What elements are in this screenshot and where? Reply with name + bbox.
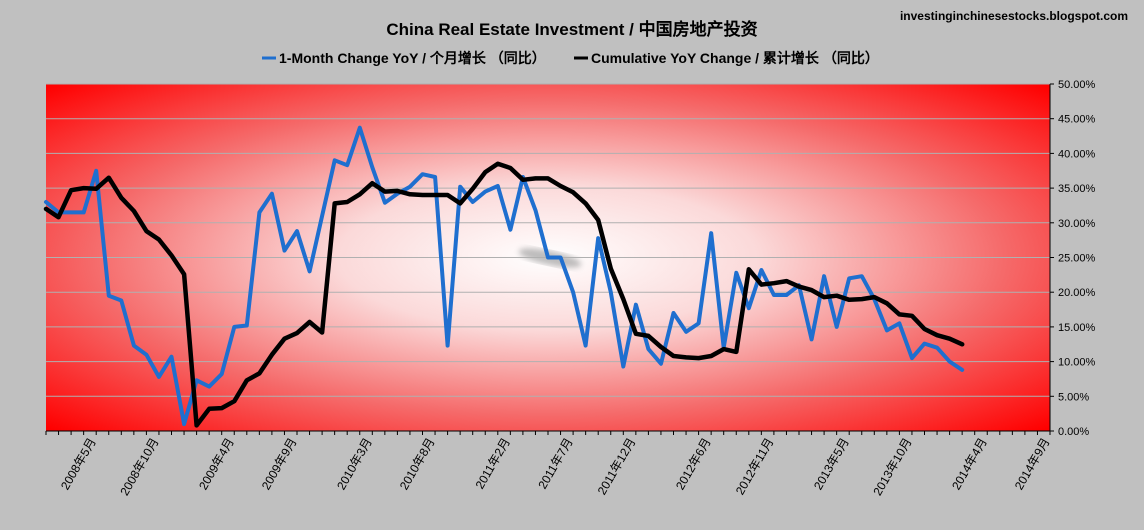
y-tick-label: 30.00% bbox=[1058, 218, 1096, 230]
y-tick-label: 15.00% bbox=[1058, 322, 1096, 334]
x-tick-label: 2008年10月 bbox=[117, 436, 161, 498]
x-axis: 2008年5月 2008年10月 2009年4月 2009年9月 2010年3月 2010… bbox=[45, 430, 1053, 498]
x-tick-label: 2009年9月 bbox=[259, 436, 300, 493]
x-tick-label: 2014年4月 bbox=[949, 436, 990, 493]
x-tick-label: 2013年5月 bbox=[811, 436, 852, 493]
x-tick-label: 2012年6月 bbox=[673, 436, 714, 493]
y-tick-label: 50.00% bbox=[1058, 79, 1096, 91]
x-tick-label: 2008年5月 bbox=[58, 436, 99, 493]
y-tick-label: 10.00% bbox=[1058, 357, 1096, 369]
y-tick-label: 40.00% bbox=[1058, 148, 1096, 160]
y-tick-label: 20.00% bbox=[1058, 287, 1096, 299]
chart-title: China Real Estate Investment / 中国房地产投资 bbox=[386, 19, 757, 39]
x-tick-label: 2011年2月 bbox=[473, 435, 513, 491]
x-tick-label: 2010年8月 bbox=[397, 436, 438, 493]
y-tick-label: 5.00% bbox=[1058, 391, 1089, 403]
x-tick-label: 2013年10月 bbox=[870, 436, 914, 498]
source-label: investinginchinesestocks.blogspot.com bbox=[900, 9, 1128, 23]
legend-label-cumulative: Cumulative YoY Change / 累计增长 （同比） bbox=[591, 50, 879, 66]
legend-label-monthly: 1-Month Change YoY / 个月增长 （同比） bbox=[279, 50, 546, 66]
y-tick-label: 25.00% bbox=[1058, 253, 1096, 265]
series-line-monthly bbox=[44, 125, 965, 427]
series-lines bbox=[43, 125, 965, 428]
x-tick-label: 2014年9月 bbox=[1012, 436, 1053, 493]
y-tick-label: 35.00% bbox=[1058, 183, 1096, 195]
x-tick-label: 2012年11月 bbox=[733, 436, 777, 498]
x-tick-label: 2010年3月 bbox=[334, 436, 375, 493]
x-tick-label: 2011年12月 bbox=[595, 436, 639, 498]
y-tick-label: 45.00% bbox=[1058, 114, 1096, 126]
series-line-cumulative bbox=[43, 161, 965, 428]
x-tick-label: 2011年7月 bbox=[535, 436, 575, 492]
x-tick-label: 2009年4月 bbox=[196, 436, 237, 493]
y-axis-ticks: 0.00% 5.00% 10.00% 15.00% 20.00% 25.00% 30.00%… bbox=[1049, 79, 1096, 438]
legend: 1-Month Change YoY / 个月增长 （同比） Cumulativ… bbox=[262, 50, 879, 66]
gridlines bbox=[46, 83, 1050, 397]
y-tick-label: 0.00% bbox=[1058, 426, 1089, 438]
